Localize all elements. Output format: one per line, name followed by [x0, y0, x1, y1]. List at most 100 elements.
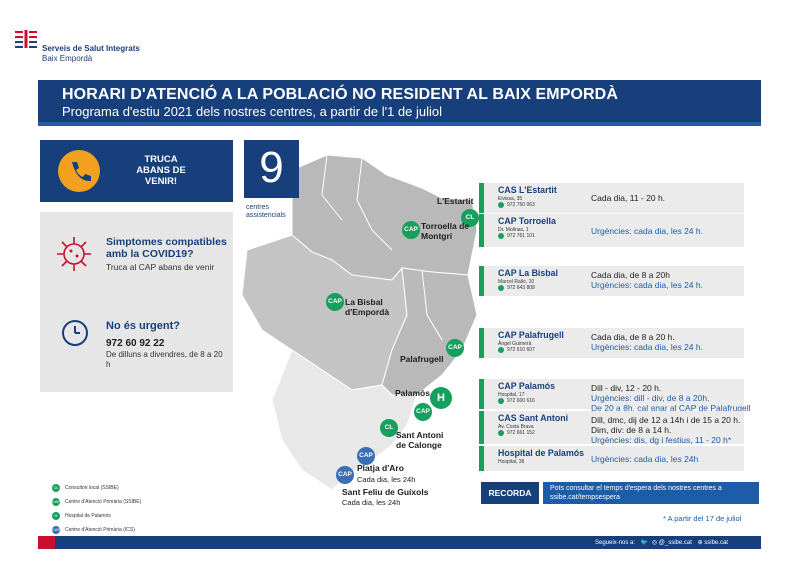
non-urgent-hours: De dilluns a divendres, de 8 a 20 h	[106, 350, 223, 369]
center-address: Hospital, 17	[498, 392, 525, 398]
map-label-estartit: L'Estartit	[437, 196, 474, 206]
center-phone[interactable]: 972 661 152	[507, 430, 535, 436]
pin-cap-guixols[interactable]: CAP	[336, 466, 354, 484]
center-card[interactable]: CAP Palafrugell Àngel Guimerà 972 610 607 C…	[479, 328, 744, 358]
pin-cap-palafrugell[interactable]: CAP	[446, 339, 464, 357]
non-urgent-phone[interactable]: 972 60 92 22	[106, 338, 165, 349]
instagram-icon[interactable]: ◎	[651, 540, 658, 546]
center-phone[interactable]: 972 761 101	[507, 233, 535, 239]
center-phone[interactable]: 972 600 616	[507, 398, 535, 404]
phone-icon	[498, 285, 504, 291]
covid-title: Simptomes compatibles amb la COVID19?	[106, 236, 227, 260]
pin-cl-santantoni[interactable]: CL	[380, 419, 398, 437]
center-card[interactable]: CAP La Bisbal Marcel Rallo, 10 972 643 808…	[479, 266, 744, 296]
center-name: CAP La Bisbal	[498, 268, 558, 278]
legend-item: CL Consultori local (SSIBE)	[52, 484, 182, 492]
center-emergency: Urgències: dis, dg i festius, 11 - 20 h*	[591, 435, 732, 445]
info-panel: Simptomes compatibles amb la COVID19? Tr…	[40, 212, 233, 392]
phone-icon	[498, 202, 504, 208]
legend-label: Centre d'Atenció Primària (SSIBE)	[65, 499, 142, 505]
center-emergency: De 20 a 8h, cal anar al CAP de Palafruge…	[591, 403, 751, 413]
legend-marker-icon: CL	[52, 484, 60, 492]
pin-cap-palamos[interactable]: CAP	[414, 403, 432, 421]
twitter-icon[interactable]: 🐦	[640, 540, 649, 546]
follow-label: Segueix-nos a:	[595, 540, 636, 546]
center-hours: Dim, div: de 8 a 14 h.	[591, 425, 672, 435]
center-phone[interactable]: 972 610 607	[507, 347, 535, 353]
footer-accent	[38, 536, 55, 549]
map-region-south	[271, 349, 418, 491]
center-emergency: Urgències: cada dia, les 24 h.	[591, 225, 703, 236]
center-address: Hospital, 36	[498, 459, 525, 465]
center-address: Eivissa, 35	[498, 196, 523, 202]
recorda-info[interactable]: Pots consultar el temps d'espera dels no…	[543, 482, 759, 504]
center-emergency: Urgències: cada dia, les 24h	[591, 453, 699, 464]
center-name: CAP Torroella	[498, 216, 556, 226]
centers-count: 9	[244, 140, 299, 198]
center-card-accent	[479, 183, 484, 213]
center-address: Dr. Molinas, 1	[498, 227, 529, 233]
center-hours: Cada dia, 11 - 20 h.	[591, 193, 666, 203]
virus-icon	[54, 234, 94, 274]
center-card-accent	[479, 446, 484, 471]
website-link[interactable]: ssibe.cat	[704, 540, 728, 546]
center-name: CAP Palamós	[498, 381, 556, 391]
center-card-accent	[479, 411, 484, 444]
center-phone[interactable]: 972 750 063	[507, 202, 535, 208]
map-label-palafrugell: Palafrugell	[400, 354, 444, 364]
center-card[interactable]: CAP Torroella Dr. Molinas, 1 972 761 101 Ur…	[479, 214, 744, 247]
non-urgent-title: No és urgent?	[106, 320, 180, 332]
pin-cap-bisbal[interactable]: CAP	[326, 293, 344, 311]
baix-emporda-map	[241, 154, 478, 491]
pin-cap-platja[interactable]: CAP	[357, 447, 375, 465]
logo	[13, 28, 39, 50]
center-card[interactable]: Hospital de Palamós Hospital, 36 Urgències…	[479, 446, 744, 471]
center-emergency: Urgències: cada dia, les 24 h.	[591, 280, 703, 290]
legend-item: CAP Centre d'Atenció Primària (ICS)	[52, 526, 182, 534]
call-text: TRUCA ABANS DE VENIR!	[136, 154, 186, 187]
legend-item: H Hospital de Palamós	[52, 512, 182, 520]
pin-cl-estartit[interactable]: CL	[461, 209, 479, 227]
center-card[interactable]: CAS Sant Antoni Av. Costa Brava 972 661 15…	[479, 411, 744, 445]
legend-label: Hospital de Palamós	[65, 513, 111, 519]
call-before-coming-box: TRUCA ABANS DE VENIR!	[40, 140, 233, 202]
legend-marker-icon: CAP	[52, 498, 61, 506]
center-hours: Cada dia, de 8 a 20h	[591, 270, 670, 280]
recorda-label: RECORDA	[481, 482, 539, 504]
header-banner: HORARI D'ATENCIÓ A LA POBLACIÓ NO RESIDE…	[38, 80, 761, 126]
legend-item: CAP Centre d'Atenció Primària (SSIBE)	[52, 498, 182, 506]
logo-title: Serveis de Salut Integrats	[42, 44, 140, 53]
center-emergency: Urgències: cada dia, les 24 h.	[591, 342, 703, 352]
map-label-guixols-hours: Cada dia, les 24h	[342, 498, 401, 507]
center-card-accent	[479, 328, 484, 358]
center-hours: Dill - div, 12 - 20 h.	[591, 383, 662, 393]
center-hours: Cada dia, de 8 a 20 h.	[591, 332, 675, 342]
web-icon[interactable]: ⊕	[697, 540, 703, 546]
map-label-palamos: Palamós	[395, 388, 430, 398]
legend: CL Consultori local (SSIBE) CAP Centre d'At…	[52, 484, 182, 540]
map-label-platja: Platja d'Aro	[357, 463, 404, 473]
footer-social: Segueix-nos a: 🐦 ◎ @_ssibe.cat ⊕ ssibe.c…	[595, 539, 728, 546]
center-card-accent	[479, 266, 484, 296]
center-address: Marcel Rallo, 10	[498, 279, 535, 285]
center-card[interactable]: CAP Palamós Hospital, 17 972 600 616 Dill -…	[479, 379, 751, 413]
pin-cap-torroella[interactable]: CAP	[402, 221, 420, 239]
center-card[interactable]: CAS L'Estartit Eivissa, 35 972 750 063 Cada…	[479, 183, 744, 213]
map-region-east	[381, 267, 478, 396]
phone-icon	[498, 430, 504, 436]
phone-icon	[498, 347, 504, 353]
logo-subtitle: Baix Empordà	[42, 54, 93, 63]
legend-label: Consultori local (SSIBE)	[65, 485, 119, 491]
social-handle[interactable]: @_ssibe.cat	[658, 540, 692, 546]
ssibe-logo-icon	[15, 29, 37, 49]
center-name: Hospital de Palamós	[498, 448, 585, 458]
page-title: HORARI D'ATENCIÓ A LA POBLACIÓ NO RESIDE…	[62, 86, 618, 103]
pin-hospital-palamos[interactable]: H	[430, 387, 452, 409]
center-phone[interactable]: 972 643 808	[507, 285, 535, 291]
map-label-santantoni: Sant Antoni de Calonge	[396, 430, 444, 450]
center-name: CAS L'Estartit	[498, 185, 557, 195]
center-card-accent	[479, 214, 484, 247]
legend-label: Centre d'Atenció Primària (ICS)	[65, 527, 135, 533]
center-name: CAP Palafrugell	[498, 330, 564, 340]
map-label-torroella: Torroella de Montgrí	[421, 221, 470, 241]
